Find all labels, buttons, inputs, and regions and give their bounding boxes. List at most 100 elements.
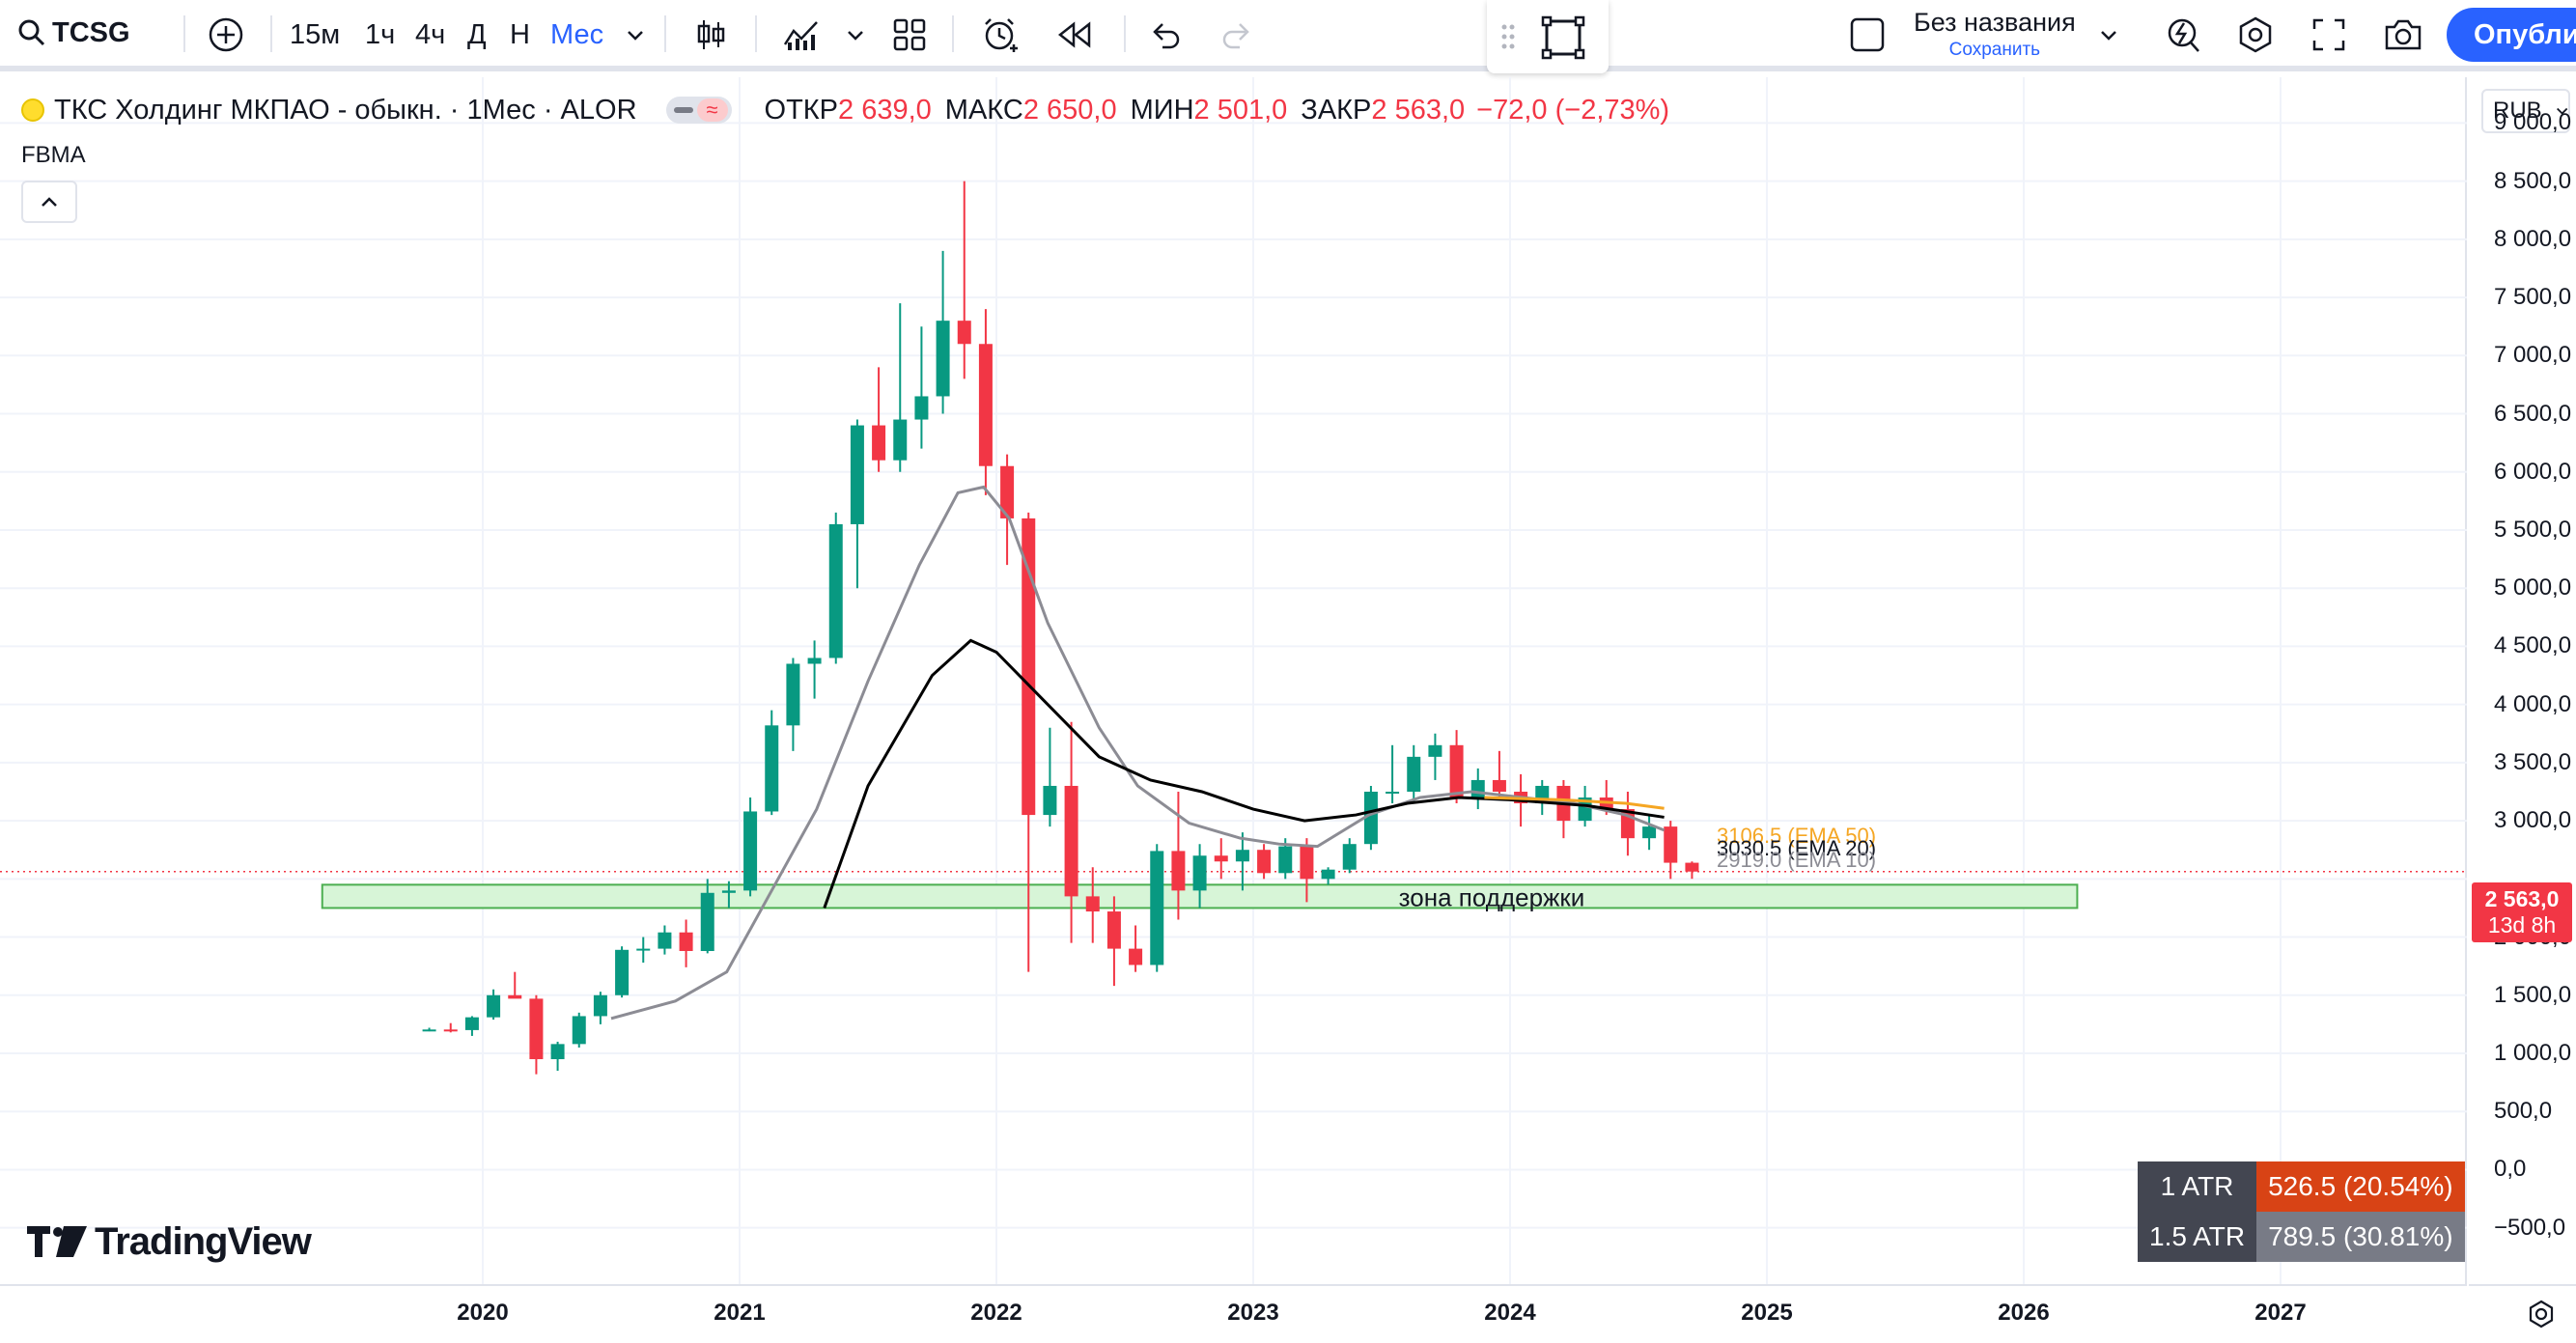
layout-name[interactable]: Без названия Сохранить: [1914, 8, 2076, 60]
ema10-line: [610, 485, 1666, 1021]
interval-day[interactable]: Д: [467, 18, 487, 50]
change-value: −72,0 (−2,73%): [1476, 94, 1670, 126]
gear-icon[interactable]: [2527, 1300, 2556, 1329]
candle-body: [1235, 850, 1249, 862]
compare-button[interactable]: [203, 14, 249, 56]
interval-1h[interactable]: 1ч: [365, 18, 396, 50]
symbol-search[interactable]: TCSG: [17, 0, 130, 66]
candle-body: [700, 892, 714, 952]
candle-body: [1129, 948, 1143, 965]
indicators-dropdown[interactable]: [844, 14, 867, 56]
redo-button[interactable]: [1218, 14, 1257, 56]
atr-value: 789.5 (30.81%): [2256, 1212, 2465, 1262]
interval-4h[interactable]: 4ч: [415, 18, 446, 50]
candle-body: [1428, 744, 1442, 757]
interval-dropdown[interactable]: [622, 14, 649, 56]
candle-body: [1278, 846, 1293, 874]
templates-button[interactable]: [890, 14, 929, 56]
fullscreen-button[interactable]: [2308, 14, 2350, 56]
price-tick-label: 5 000,0: [2494, 574, 2572, 602]
tv-logo-icon: [27, 1226, 87, 1257]
ema20-line: [823, 638, 1665, 909]
interval-month[interactable]: Мес: [550, 18, 604, 50]
settings-button[interactable]: [2234, 14, 2277, 56]
candle-body: [914, 396, 929, 420]
time-axis[interactable]: [0, 1284, 2467, 1343]
redo-icon: [1222, 23, 1249, 49]
ema50-line: [1484, 796, 1665, 810]
quick-search-button[interactable]: [2161, 14, 2203, 56]
drag-handle-icon[interactable]: [1500, 23, 1516, 50]
legend-title[interactable]: ТКС Холдинг МКПАО - обыкн. · 1Мес · ALOR: [54, 94, 637, 126]
price-tick-label: 3 500,0: [2494, 748, 2572, 775]
interval-15m[interactable]: 15м: [290, 18, 341, 50]
market-status-pill[interactable]: ≈: [665, 97, 732, 124]
alert-button[interactable]: [979, 14, 1022, 56]
currency-select[interactable]: RUB: [2481, 89, 2570, 133]
year-tick-label: 2024: [1484, 1300, 1536, 1326]
interval-week[interactable]: Н: [510, 18, 530, 50]
candle-body: [1685, 862, 1699, 872]
candle-body: [1578, 797, 1592, 822]
tradingview-logo[interactable]: TradingView: [27, 1218, 312, 1265]
chevron-up-icon: [42, 197, 57, 207]
price-tick-label: 0,0: [2494, 1156, 2527, 1183]
candles-icon: [697, 20, 725, 49]
indicators-button[interactable]: [778, 14, 825, 56]
candle-body: [572, 1016, 586, 1045]
candle-body: [872, 425, 886, 461]
wave-icon: ≈: [696, 98, 728, 122]
price-tick-label: −500,0: [2494, 1214, 2566, 1241]
candle-body: [850, 425, 864, 524]
candle-body: [422, 1029, 436, 1032]
alarm-clock-icon: [985, 18, 1018, 52]
candle-body: [679, 932, 693, 952]
candle-body: [721, 890, 736, 893]
low-value: 2 501,0: [1193, 94, 1288, 126]
snapshot-button[interactable]: [2381, 14, 2425, 56]
candle-body: [978, 344, 993, 466]
replay-button[interactable]: [1054, 14, 1097, 56]
layout-dropdown[interactable]: [2097, 14, 2120, 56]
undo-button[interactable]: [1145, 14, 1184, 56]
year-tick-label: 2020: [457, 1300, 509, 1326]
price-tick-label: 8 000,0: [2494, 225, 2572, 252]
candle-body: [658, 932, 672, 949]
price-tick-label: 9 000,0: [2494, 109, 2572, 136]
price-tick-label: 8 500,0: [2494, 167, 2572, 194]
price-tick-label: 4 500,0: [2494, 632, 2572, 659]
dash-icon: [673, 107, 693, 113]
divider: [952, 15, 954, 52]
candle-body: [1342, 844, 1357, 870]
ema20-label: 3030.5 (EMA 20): [1717, 836, 1876, 860]
symbol-label: TCSG: [52, 16, 130, 48]
candle-body: [508, 994, 522, 999]
collapse-legend-button[interactable]: [21, 181, 77, 223]
undo-icon: [1153, 23, 1180, 49]
price-tick-label: 5 500,0: [2494, 516, 2572, 543]
candle-body: [615, 949, 630, 995]
symbol-logo: [21, 98, 44, 122]
ema50-label: 3106.5 (EMA 50): [1717, 824, 1876, 848]
candle-body: [1407, 756, 1421, 792]
indicator-label[interactable]: FBMA: [21, 142, 86, 168]
candle-body: [464, 1017, 479, 1030]
chart-type-button[interactable]: [687, 14, 734, 56]
chart-pane[interactable]: зона поддержки 3106.5 (EMA 50) 3030.5 (EMA…: [0, 77, 2467, 1284]
publish-button[interactable]: Опублик: [2447, 8, 2576, 62]
price-chart[interactable]: зона поддержки 3106.5 (EMA 50)3030.5 (EMA…: [0, 77, 2467, 1284]
divider: [664, 15, 666, 52]
price-tick-label: 7 500,0: [2494, 284, 2572, 311]
ema10-label: 2919.0 (EMA 10): [1717, 848, 1876, 872]
price-tick-label: 4 000,0: [2494, 690, 2572, 717]
last-price-badge: 2 563,0 13d 8h: [2472, 882, 2572, 942]
atr-label: 1.5 ATR: [2138, 1212, 2257, 1262]
atr-table: 1 ATR 526.5 (20.54%) 1.5 ATR 789.5 (30.8…: [2138, 1161, 2465, 1262]
candle-body: [593, 994, 607, 1017]
chevron-down-icon: [628, 31, 643, 41]
gear-icon: [2239, 16, 2272, 53]
candle-body: [1642, 826, 1657, 839]
year-tick-label: 2025: [1741, 1300, 1793, 1326]
rectangle-tool-icon[interactable]: [1541, 15, 1585, 60]
layout-toggle[interactable]: [1846, 14, 1889, 56]
